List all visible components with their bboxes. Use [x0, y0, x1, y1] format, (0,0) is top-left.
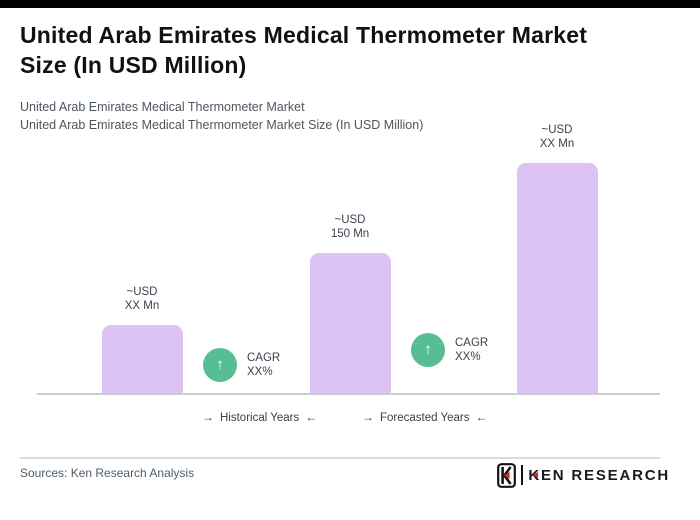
logo-divider [521, 465, 524, 485]
cagr-annotation-1: ↑ CAGR XX% [203, 348, 280, 382]
bar-value-line1: ~USD [334, 214, 366, 226]
x-axis-line [37, 393, 660, 395]
page-title-line1: United Arab Emirates Medical Thermometer… [20, 22, 588, 48]
bar-value-label: ~USD XX Mn [540, 123, 575, 151]
chart-subtitle: United Arab Emirates Medical Thermometer… [20, 98, 680, 134]
ken-research-emblem-icon [497, 462, 517, 488]
axis-annotation-label: Forecasted Years [380, 412, 470, 424]
sources-text: Sources: Ken Research Analysis [20, 466, 195, 480]
cagr-text: CAGR XX% [455, 336, 488, 364]
bar-current [309, 253, 391, 394]
bar-value-line1: ~USD [126, 286, 158, 298]
page-title: United Arab Emirates Medical Thermometer… [20, 20, 685, 80]
up-arrow-icon: ↑ [203, 348, 237, 382]
cagr-value: XX% [455, 351, 481, 363]
chart-subtitle-line2: United Arab Emirates Medical Thermometer… [20, 118, 424, 132]
arrow-right-icon: → [202, 410, 214, 424]
axis-annotation-historical: → Historical Years ← [196, 410, 323, 424]
bar-value-line2: XX Mn [539, 138, 575, 150]
chart-subtitle-line1: United Arab Emirates Medical Thermometer… [20, 100, 305, 114]
bar-value-label: ~USD XX Mn [125, 285, 160, 313]
logo-wordmark: KEN RESEARCH [528, 466, 670, 484]
bar-value-label: ~USD 150 Mn [331, 213, 369, 241]
page-title-line2: Size (In USD Million) [20, 52, 247, 78]
cagr-value: XX% [247, 366, 273, 378]
cagr-text: CAGR XX% [247, 351, 280, 379]
footer-divider [20, 457, 660, 459]
bar-historical [101, 325, 183, 394]
arrow-left-icon: ← [305, 410, 318, 424]
bar-group-forecast: ~USD XX Mn [497, 123, 617, 394]
up-arrow-icon: ↑ [411, 333, 445, 367]
axis-annotation-label: Historical Years [220, 412, 300, 424]
cagr-label: CAGR [247, 352, 281, 364]
top-black-bar [0, 0, 700, 8]
bar-group-historical: ~USD XX Mn [82, 285, 202, 394]
bar-value-line1: ~USD [541, 124, 573, 136]
arrow-right-icon: → [362, 410, 374, 424]
bar-value-line2: XX Mn [124, 300, 160, 312]
up-arrow-glyph: ↑ [424, 341, 432, 358]
arrow-left-icon: ← [475, 410, 488, 424]
logo-k-red-accent [533, 471, 539, 478]
bar-chart: ~USD XX Mn ~USD 150 Mn ~USD XX Mn ↑ [0, 124, 700, 394]
ken-research-logo: KEN RESEARCH [497, 462, 670, 488]
bar-forecast [516, 163, 598, 394]
axis-annotation-forecast: → Forecasted Years ← [356, 410, 494, 424]
cagr-label: CAGR [455, 337, 489, 349]
bar-value-line2: 150 Mn [330, 228, 370, 240]
bar-group-current: ~USD 150 Mn [290, 213, 410, 394]
cagr-annotation-2: ↑ CAGR XX% [411, 333, 488, 367]
up-arrow-glyph: ↑ [216, 356, 224, 373]
